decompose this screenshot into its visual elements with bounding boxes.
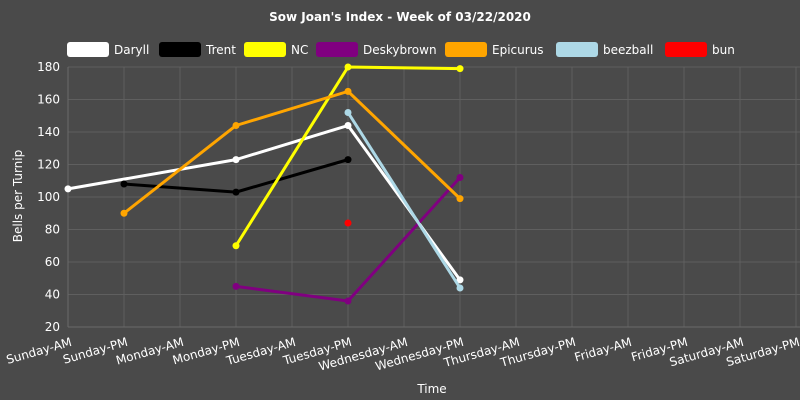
legend-swatch	[556, 42, 598, 57]
series-line	[346, 111, 462, 290]
legend-item[interactable]: Trent	[159, 42, 236, 57]
data-point	[456, 284, 464, 292]
data-point	[344, 87, 352, 95]
series-layer	[64, 63, 464, 305]
legend-label: Daryll	[114, 43, 149, 57]
series-line	[122, 89, 462, 215]
legend-item[interactable]: beezball	[556, 42, 653, 57]
x-axis-label: Time	[416, 382, 446, 396]
legend: Daryll Trent NC Deskybrown Epicurus beezball b…	[67, 42, 735, 57]
grid	[67, 66, 800, 328]
data-point	[232, 156, 240, 164]
data-point	[120, 180, 128, 188]
series-trent	[120, 156, 352, 196]
y-tick-label: 160	[37, 93, 60, 107]
legend-item[interactable]: NC	[244, 42, 308, 57]
y-tick-label: 40	[45, 288, 60, 302]
data-point	[232, 188, 240, 196]
data-point	[232, 242, 240, 250]
legend-label: Deskybrown	[363, 43, 437, 57]
data-point	[64, 185, 72, 193]
series-beezball	[344, 109, 464, 292]
legend-swatch	[665, 42, 707, 57]
legend-item[interactable]: Daryll	[67, 42, 149, 57]
legend-swatch	[67, 42, 109, 57]
legend-label: Trent	[205, 43, 236, 57]
y-tick-label: 140	[37, 125, 60, 139]
legend-label: NC	[291, 43, 308, 57]
data-point	[232, 122, 240, 129]
data-point	[456, 276, 464, 284]
data-point	[456, 65, 464, 73]
legend-swatch	[316, 42, 358, 57]
data-point	[344, 219, 352, 227]
data-point	[232, 282, 240, 290]
data-point	[344, 122, 352, 129]
series-epicurus	[120, 87, 464, 217]
y-tick-label: 80	[45, 223, 60, 237]
data-point	[344, 109, 352, 116]
legend-swatch	[244, 42, 286, 57]
series-deskybrown	[232, 174, 464, 305]
y-tick-label: 60	[45, 255, 60, 269]
data-point	[344, 63, 352, 71]
y-tick-label: 100	[37, 190, 60, 204]
series-nc	[232, 63, 464, 250]
legend-label: Epicurus	[492, 43, 544, 57]
data-point	[120, 209, 128, 217]
x-tick-label: Friday-AM	[573, 335, 633, 365]
legend-item[interactable]: Epicurus	[445, 42, 544, 57]
legend-swatch	[159, 42, 201, 57]
data-point	[456, 195, 464, 203]
legend-item[interactable]: Deskybrown	[316, 42, 437, 57]
y-tick-label: 180	[37, 60, 60, 74]
y-tick-label: 20	[45, 320, 60, 334]
legend-label: bun	[712, 43, 735, 57]
y-axis-label: Bells per Turnip	[11, 150, 25, 243]
legend-label: beezball	[603, 43, 653, 57]
y-tick-label: 120	[37, 158, 60, 172]
chart-title: Sow Joan's Index - Week of 03/22/2020	[269, 10, 531, 24]
data-point	[456, 174, 464, 181]
legend-item[interactable]: bun	[665, 42, 735, 57]
legend-swatch	[445, 42, 487, 57]
data-point	[344, 156, 352, 164]
data-point	[344, 297, 352, 305]
series-bun	[344, 219, 352, 227]
